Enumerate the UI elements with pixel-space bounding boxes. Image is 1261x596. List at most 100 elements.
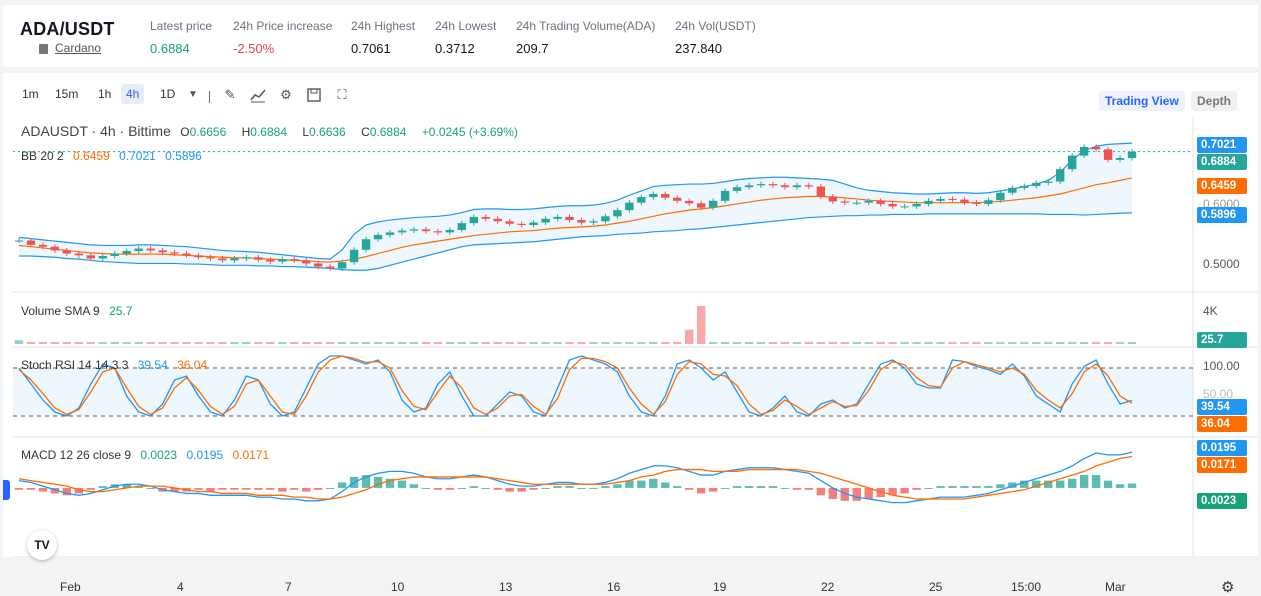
fullscreen-icon[interactable]: ⛶ <box>337 87 347 102</box>
candle-body <box>493 218 502 222</box>
timeframe-4h[interactable]: 4h <box>121 84 145 104</box>
rsi-label-d: 36.04 <box>1197 416 1247 432</box>
stat-value: 0.7061 <box>351 41 391 56</box>
candle-body <box>649 194 658 198</box>
candle-body <box>804 185 814 187</box>
ohlc-legend: ADAUSDT · 4h · Bittime O0.6656 H0.6884 L… <box>21 123 524 139</box>
volume-bar <box>708 342 718 344</box>
rsi-d-line <box>18 355 1133 416</box>
timeframe-1m[interactable]: 1m <box>22 87 39 101</box>
volume-bar <box>313 342 323 344</box>
candle-body <box>840 201 849 203</box>
candle-body <box>756 184 766 186</box>
volume-bar <box>768 342 778 344</box>
macd-signal-value: 0.0171 <box>232 448 270 462</box>
macd-signal-line <box>18 455 1133 500</box>
candle-body <box>62 250 72 254</box>
candle-body <box>134 248 143 252</box>
volume-bar <box>14 340 24 344</box>
high-value: H0.6884 <box>241 125 287 139</box>
volume-bar <box>469 342 478 344</box>
candle-body <box>708 200 718 208</box>
stat-value: 0.6884 <box>150 41 190 56</box>
drawer-toggle-tab[interactable] <box>3 480 10 500</box>
macd-legend: MACD 12 26 close 9 0.0023 0.0195 0.0171 <box>21 448 275 462</box>
candle-body <box>924 200 933 204</box>
volume-bar <box>98 342 107 344</box>
macd-hist-bar <box>445 487 455 490</box>
macd-hist-bar <box>1020 480 1029 488</box>
bb-mid-value: 0.6459 <box>73 149 110 163</box>
candle-body <box>86 255 95 259</box>
timeframe-15m[interactable]: 15m <box>55 87 79 101</box>
candle-body <box>1008 187 1017 193</box>
macd-hist-bar <box>325 487 335 489</box>
macd-label: MACD 12 26 close 9 <box>21 448 132 462</box>
chart-toolbar: 1m 15m 1h 4h 1D ▼ ✎ ⚙ ⛶ Trading View Depth <box>3 81 1258 111</box>
macd-hist-bar <box>1044 480 1053 488</box>
coin-link[interactable]: Cardano <box>55 41 102 55</box>
chart-canvas[interactable] <box>13 117 1258 562</box>
save-icon[interactable] <box>306 87 322 103</box>
volume-bar <box>541 342 550 344</box>
macd-hist-bar <box>1008 482 1017 488</box>
candle-body <box>110 253 119 256</box>
volume-bar <box>385 342 395 344</box>
volume-bar <box>696 306 706 344</box>
candle-body <box>900 206 909 208</box>
chevron-down-icon[interactable]: ▼ <box>188 89 198 100</box>
macd-hist-bar <box>780 487 790 489</box>
volume-bar <box>457 342 466 344</box>
tradingview-chart[interactable]: ADAUSDT · 4h · Bittime O0.6656 H0.6884 L… <box>13 117 1258 596</box>
macd-hist-bar <box>661 482 670 488</box>
macd-hist-bar <box>996 484 1005 488</box>
volume-bar <box>792 342 802 344</box>
candle-body <box>433 231 443 233</box>
pencil-icon[interactable]: ✎ <box>224 87 236 102</box>
macd-hist-bar <box>469 486 478 488</box>
candle-body <box>1044 181 1053 183</box>
macd-hist-bar <box>972 486 981 488</box>
volume-bar <box>553 342 562 344</box>
trading-view-button[interactable]: Trading View <box>1099 91 1185 111</box>
candle-body <box>864 200 873 203</box>
volume-bar <box>266 342 275 344</box>
depth-button[interactable]: Depth <box>1191 91 1237 111</box>
macd-hist-bar <box>361 475 371 488</box>
stat-label: 24h Lowest <box>435 19 497 33</box>
price-label-bb-mid: 0.6459 <box>1197 178 1247 194</box>
candle-body <box>852 202 861 204</box>
macd-hist-bar <box>888 487 897 496</box>
volume-bar <box>62 342 72 344</box>
volume-bar <box>242 342 251 344</box>
indicator-icon[interactable] <box>250 87 266 103</box>
gear-icon[interactable]: ⚙ <box>280 87 292 102</box>
candle-body <box>876 200 885 204</box>
price-label-bb-upper: 0.7021 <box>1197 137 1247 153</box>
volume-bar <box>804 342 814 344</box>
volume-bar <box>864 342 873 344</box>
macd-hist-bar <box>601 486 610 488</box>
tradingview-logo[interactable]: TV <box>27 530 57 560</box>
macd-hist-bar <box>816 487 826 496</box>
volume-bar <box>493 342 502 344</box>
rsi-label-k: 39.54 <box>1197 399 1247 415</box>
volume-bar <box>445 342 455 344</box>
time-tick: 22 <box>821 580 835 594</box>
macd-label-hist: 0.0023 <box>1197 493 1247 509</box>
volume-bar <box>1103 342 1113 344</box>
candle-body <box>1032 182 1041 186</box>
candle-body <box>625 202 634 211</box>
timeframe-1h[interactable]: 1h <box>98 87 112 101</box>
macd-hist-bar <box>1032 480 1041 488</box>
macd-hist-bar <box>792 487 802 490</box>
macd-hist-bar <box>206 487 215 492</box>
chart-settings-gear-icon[interactable]: ⚙ <box>1221 579 1235 596</box>
timeframe-1D[interactable]: 1D <box>160 87 176 101</box>
stat-label: 24h Vol(USDT) <box>675 19 756 33</box>
macd-line-value: 0.0195 <box>186 448 224 462</box>
volume-bar <box>637 342 646 344</box>
macd-hist-bar <box>744 486 754 488</box>
candle-body <box>768 184 778 186</box>
volume-bar <box>972 342 981 344</box>
